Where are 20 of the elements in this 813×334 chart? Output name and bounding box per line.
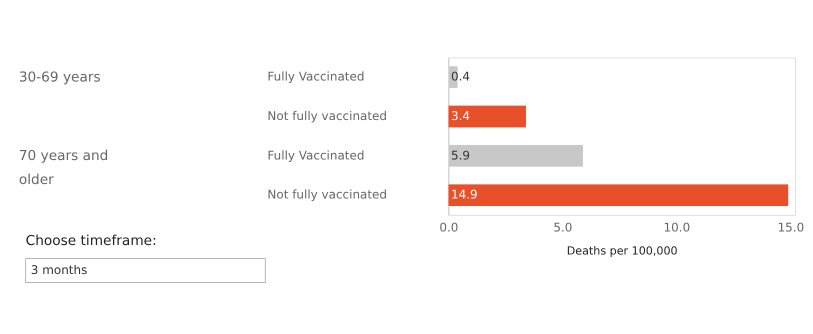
x-tick-label: 5.0	[553, 220, 572, 235]
data-label: 5.9	[451, 148, 470, 162]
text: Choose timeframe:	[26, 232, 157, 249]
y-tick-label: Fully Vaccinated	[267, 70, 364, 84]
data-label: 3.4	[451, 108, 470, 123]
data-label: 14.9	[451, 188, 478, 202]
y-tick-label: Not fully vaccinated	[267, 108, 388, 123]
x-tick-label: 10.0	[664, 220, 690, 235]
bar	[448, 106, 526, 128]
x-axis-title: Deaths per 100,000	[566, 244, 678, 258]
x-tick-label: 0.0	[439, 220, 458, 235]
text: 30-69 years	[18, 69, 101, 86]
data-label: 0.4	[451, 70, 470, 84]
text: 70 years and older	[18, 148, 108, 188]
y-tick-label: Fully Vaccinated	[267, 148, 364, 162]
text: 3 months	[30, 262, 88, 277]
bar	[448, 184, 788, 206]
bar	[448, 145, 583, 167]
x-tick-label: 15.0	[778, 220, 804, 235]
y-tick-label: Not fully vaccinated	[267, 188, 388, 202]
